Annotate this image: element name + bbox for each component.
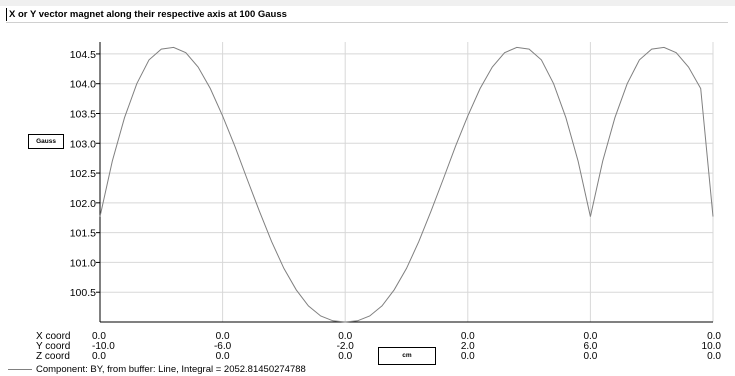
y-tick-label: 103.0	[70, 138, 96, 150]
x-tick-label: 0.0	[338, 351, 352, 362]
legend-line-swatch	[8, 368, 32, 370]
y-tick-label: 101.5	[70, 228, 96, 240]
y-tick-label: 103.5	[70, 108, 96, 120]
y-tick-label: 102.0	[70, 198, 96, 210]
legend-entry: Component: BY, from buffer: Line, Integr…	[36, 364, 306, 375]
x-tick-label: 10.0	[702, 341, 722, 352]
legend: Component: BY, from buffer: Line, Integr…	[8, 364, 306, 376]
x-tick-label: 0.0	[216, 351, 230, 362]
x-tick-label: 0.0	[338, 331, 352, 342]
x-tick-label: -6.0	[214, 341, 232, 352]
top-bar	[0, 0, 735, 6]
x-tick-label: 2.0	[461, 341, 475, 352]
series-line	[99, 46, 714, 323]
x-axis-row-label: X coord	[36, 331, 70, 342]
x-tick-label: 0.0	[92, 351, 106, 362]
x-axis-unit-label: cm	[378, 347, 436, 365]
y-tick-label: 104.5	[70, 49, 96, 61]
x-tick-label: 0.0	[216, 331, 230, 342]
x-tick-label: 0.0	[583, 331, 597, 342]
x-tick-label: 6.0	[583, 341, 597, 352]
x-axis-row-label: Y coord	[36, 341, 70, 352]
x-tick-label: 0.0	[92, 331, 106, 342]
y-tick-label: 101.0	[70, 257, 96, 269]
title-divider	[6, 22, 728, 23]
x-tick-label: 0.0	[707, 351, 721, 362]
x-tick-label: -10.0	[92, 341, 115, 352]
x-tick-label: 0.0	[461, 331, 475, 342]
y-tick-label: 102.5	[70, 168, 96, 180]
x-tick-label: 0.0	[461, 351, 475, 362]
chart-title: X or Y vector magnet along their respect…	[6, 8, 287, 21]
y-tick-label: 104.0	[70, 79, 96, 91]
y-axis-label: Gauss	[28, 134, 64, 149]
x-axis-row-label: Z coord	[36, 351, 70, 362]
x-tick-label: 0.0	[707, 331, 721, 342]
y-tick-label: 100.5	[70, 287, 96, 299]
x-tick-label: -2.0	[337, 341, 355, 352]
x-tick-label: 0.0	[583, 351, 597, 362]
